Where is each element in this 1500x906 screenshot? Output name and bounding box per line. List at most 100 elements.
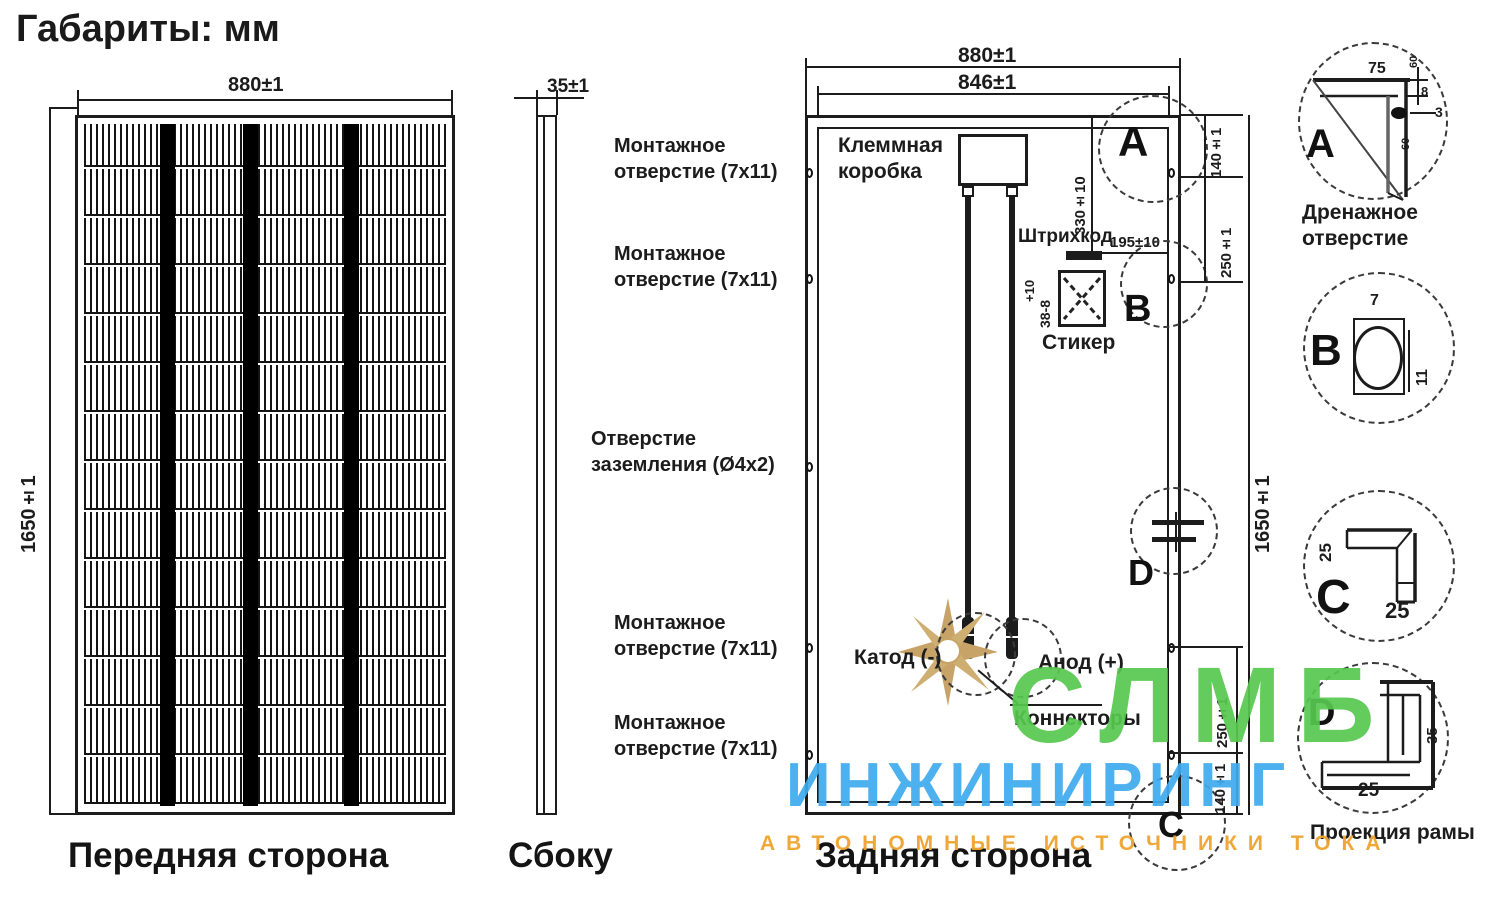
- callout-circle-d: [1130, 487, 1218, 575]
- dim-line-140-top: [1204, 115, 1206, 177]
- detail-c-dim-top: 25: [1316, 543, 1335, 562]
- anode-label: Анод (+): [1038, 651, 1124, 674]
- detail-b-letter: B: [1310, 326, 1342, 375]
- back-outer-ext-right: [1179, 58, 1181, 115]
- dim-line-250-top: [1204, 177, 1206, 282]
- ground-hole-left: [806, 462, 813, 472]
- back-height-dim: 1650±1: [1252, 475, 1274, 553]
- side-view-label: Сбоку: [508, 836, 613, 875]
- mount-hole-left-1: [806, 168, 813, 178]
- detail-a-dim-side1: 60: [1408, 55, 1420, 68]
- front-panel-cells: [84, 124, 446, 806]
- watermark-subbrand: ИНЖИНИРИНГ: [786, 751, 1292, 820]
- back-frame-inner-line: [817, 127, 1169, 803]
- label-mount-hole-1: Монтажное отверстие (7x11): [614, 135, 778, 183]
- mount-hole-right-2: [1168, 274, 1175, 284]
- detail-c-drawing: [1345, 528, 1417, 604]
- front-busbar-band-3: [344, 124, 359, 806]
- detail-c-circle: [1303, 490, 1455, 642]
- detail-d-dim-side: 35: [1424, 727, 1441, 744]
- front-height-ext-bottom: [49, 813, 77, 815]
- callout-letter-a: A: [1118, 118, 1149, 165]
- watermark-tagline: АВТОНОМНЫЕ ИСТОЧНИКИ ТОКА: [760, 832, 1392, 855]
- connectors-label: Коннекторы: [1014, 707, 1141, 730]
- back-outer-width-dim: 880±1: [958, 44, 1017, 67]
- callout-circle-b: [1120, 240, 1208, 328]
- detail-a-caption: Дренажное отверстие: [1302, 201, 1418, 250]
- tick-top-edge: [1181, 114, 1243, 116]
- ground-symbol-stem: [1175, 512, 1177, 552]
- mount-hole-left-4: [806, 750, 813, 760]
- detail-c-letter: C: [1316, 571, 1351, 624]
- callout-letter-b: B: [1124, 288, 1152, 330]
- ground-symbol-bar-1: [1152, 520, 1204, 525]
- front-width-dim-line: [78, 99, 452, 101]
- mount-hole-right-1: [1168, 168, 1175, 178]
- ground-symbol-bar-2: [1152, 537, 1196, 542]
- back-outer-dim-line: [806, 66, 1180, 68]
- back-frame-width-dim: 846±1: [958, 71, 1017, 94]
- junction-box: [958, 134, 1028, 186]
- connectors-leader-underline: [1010, 704, 1102, 706]
- cable-dim: 330±10: [1072, 176, 1089, 235]
- mount-hole-left-3: [806, 643, 813, 653]
- front-width-ext-left: [77, 90, 79, 115]
- front-width-ext-right: [451, 90, 453, 115]
- back-frame-ext-left: [817, 86, 819, 128]
- label-ground-hole: Отверстие заземления (Ø4x2): [591, 428, 775, 476]
- tick-hole2-bottom: [1168, 646, 1243, 648]
- dim-250-top: 250±1: [1218, 227, 1235, 278]
- cathode-label: Катод (-): [854, 646, 942, 669]
- detail-d-circle: [1297, 662, 1449, 814]
- dim-140-top: 140±1: [1208, 127, 1225, 178]
- front-height-dim: 1650±1: [18, 475, 40, 553]
- detail-a-dim-side2: 60: [1400, 137, 1412, 150]
- mount-hole-left-2: [806, 274, 813, 284]
- back-outer-ext-left: [805, 58, 807, 115]
- back-view-label: Задняя сторона: [815, 836, 1092, 875]
- sticker-label: Стикер: [1042, 331, 1116, 354]
- junction-box-terminal-neg: [962, 186, 974, 197]
- detail-b-circle: [1303, 272, 1455, 424]
- detail-a-dim-h: 8: [1421, 84, 1429, 99]
- sticker-y-dim: 38-8: [1037, 299, 1053, 328]
- junction-box-terminal-pos: [1006, 186, 1018, 197]
- mount-hole-right-4: [1168, 750, 1175, 760]
- page-title: Габариты: мм: [16, 8, 280, 50]
- callout-circle-c: [1128, 775, 1226, 871]
- cable-dim-line: [1091, 116, 1093, 253]
- detail-d-letter: D: [1308, 692, 1336, 734]
- junction-box-label: Клеммная коробка: [838, 134, 943, 183]
- back-height-dim-line: [1248, 115, 1250, 815]
- callout-letter-d: D: [1128, 552, 1154, 593]
- back-frame-dim-line: [818, 93, 1170, 95]
- detail-a-drawing: [1312, 67, 1436, 201]
- side-thickness-dim: 35±1: [547, 76, 590, 97]
- side-dim-line: [514, 97, 584, 99]
- sticker-x-dim-line: [1085, 252, 1169, 254]
- tick-bottom-edge: [1181, 813, 1243, 815]
- detail-a-circle: [1298, 42, 1448, 200]
- cable-negative: [965, 197, 971, 619]
- barcode-label: Штрихкод: [1018, 226, 1113, 247]
- label-mount-hole-2: Монтажное отверстие (7x11): [614, 243, 778, 291]
- connector-circle-2: [984, 618, 1062, 698]
- tick-hole1-bottom: [1168, 752, 1243, 754]
- front-height-ext-top: [49, 107, 77, 109]
- side-panel-inner-line: [543, 116, 545, 814]
- detail-a-dim-r: 3: [1435, 104, 1443, 120]
- detail-b-dim-line-h: [1408, 330, 1410, 392]
- label-mount-hole-3: Монтажное отверстие (7x11): [614, 612, 778, 660]
- front-busbar-band-2: [243, 124, 258, 806]
- side-ext-right: [556, 90, 558, 115]
- front-view-label: Передняя сторона: [68, 836, 389, 875]
- detail-c-dim-bottom: 25: [1385, 598, 1410, 623]
- dim-line-140-bottom: [1236, 753, 1238, 814]
- mount-hole-right-3: [1168, 643, 1175, 653]
- watermark-brand: СЛМБ: [1008, 644, 1391, 765]
- detail-b-dim-h: 11: [1414, 369, 1431, 386]
- cable-positive: [1009, 197, 1015, 619]
- detail-b-dim-w: 7: [1370, 292, 1379, 309]
- sticker-y-dim-upper: +10: [1022, 279, 1037, 302]
- label-mount-hole-4: Монтажное отверстие (7x11): [614, 712, 778, 760]
